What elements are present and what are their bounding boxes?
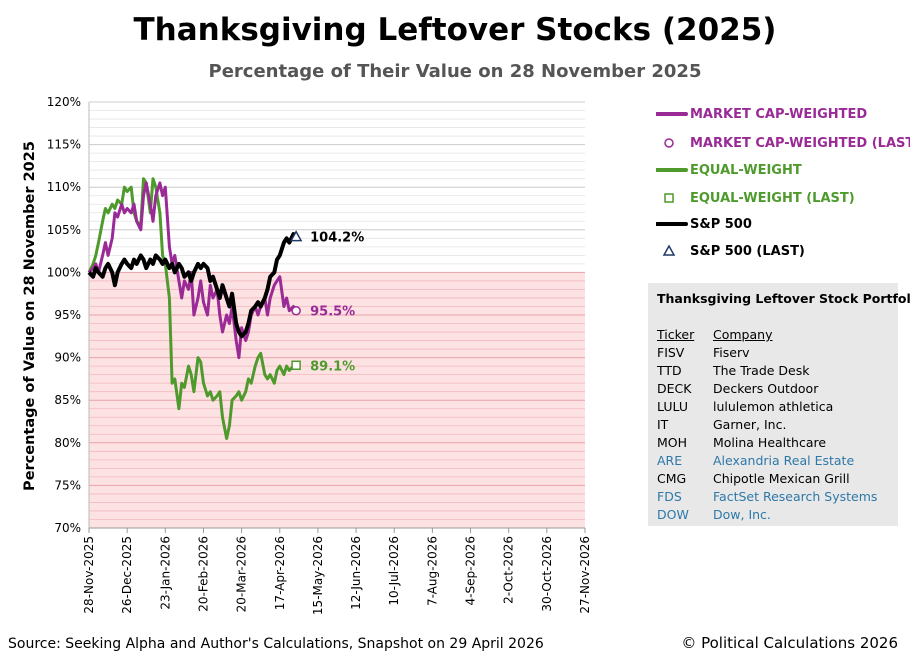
- company-header: Company: [713, 327, 773, 342]
- ticker-cell: MOH: [657, 435, 688, 450]
- ticker-cell: IT: [657, 417, 669, 432]
- y-tick-label: 85%: [54, 393, 81, 407]
- triangle-legend-symbol-icon: [662, 244, 676, 256]
- y-axis-title: Percentage of Value on 28 November 2025: [22, 141, 38, 491]
- legend-item: MARKET CAP-WEIGHTED: [656, 104, 867, 124]
- y-tick-label: 100%: [47, 265, 81, 279]
- company-cell: lululemon athletica: [713, 399, 834, 414]
- ticker-cell: FDS: [657, 489, 682, 504]
- source-note: Source: Seeking Alpha and Author's Calcu…: [8, 636, 544, 652]
- x-tick-label: 4-Sep-2026: [464, 536, 478, 605]
- company-cell: Dow, Inc.: [713, 507, 771, 522]
- chart-title: Thanksgiving Leftover Stocks (2025): [133, 12, 777, 48]
- y-tick-label: 90%: [54, 351, 81, 365]
- portfolio-title: Thanksgiving Leftover Stock Portfolio: [657, 291, 910, 306]
- legend-item: S&P 500: [656, 214, 752, 234]
- legend-item: EQUAL-WEIGHT (LAST): [656, 188, 855, 208]
- x-tick-label: 17-Apr-2026: [273, 536, 287, 610]
- company-cell: Molina Healthcare: [713, 435, 827, 450]
- x-tick-label: 28-Nov-2025: [82, 536, 96, 614]
- legend-item: S&P 500 (LAST): [656, 241, 805, 261]
- legend-label: S&P 500: [690, 216, 752, 232]
- chart-subtitle: Percentage of Their Value on 28 November…: [208, 61, 702, 82]
- y-tick-label: 115%: [47, 138, 81, 152]
- y-tick-label: 70%: [54, 521, 81, 535]
- ticker-cell: TTD: [657, 363, 682, 378]
- legend-label: EQUAL-WEIGHT: [690, 162, 802, 178]
- x-tick-label: 20-Mar-2026: [235, 536, 249, 612]
- legend-label: EQUAL-WEIGHT (LAST): [690, 190, 855, 206]
- last-value-label: 89.1%: [310, 359, 355, 374]
- ticker-cell: DOW: [657, 507, 689, 522]
- company-cell: Deckers Outdoor: [713, 381, 819, 396]
- last-marker-square: [291, 360, 301, 371]
- square-legend-symbol-icon: [664, 193, 674, 203]
- last-marker-circle: [291, 305, 301, 316]
- copyright-note: © Political Calculations 2026: [681, 634, 898, 652]
- ticker-cell: ARE: [657, 453, 683, 468]
- line-legend-symbol-icon: [656, 168, 688, 172]
- y-tick-label: 110%: [47, 180, 81, 194]
- ticker-cell: LULU: [657, 399, 688, 414]
- legend-label: S&P 500 (LAST): [690, 243, 805, 259]
- last-marker-triangle: [289, 230, 303, 242]
- y-tick-label: 80%: [54, 436, 81, 450]
- company-cell: Alexandria Real Estate: [713, 453, 855, 468]
- company-cell: The Trade Desk: [713, 363, 810, 378]
- x-tick-label: 27-Nov-2026: [578, 536, 592, 614]
- x-tick-label: 12-Jun-2026: [349, 536, 363, 610]
- x-tick-label: 2-Oct-2026: [502, 536, 516, 604]
- ticker-cell: DECK: [657, 381, 692, 396]
- series-line-equal-weight: [87, 177, 297, 440]
- last-value-label: 104.2%: [310, 231, 364, 246]
- line-legend-symbol-icon: [656, 222, 688, 226]
- series-line-s-p-500: [87, 232, 298, 339]
- x-tick-label: 20-Feb-2026: [196, 536, 210, 612]
- y-tick-label: 105%: [47, 223, 81, 237]
- x-tick-label: 7-Aug-2026: [425, 536, 439, 606]
- circle-legend-symbol-icon: [664, 138, 674, 148]
- line-legend-symbol-icon: [656, 112, 688, 116]
- x-tick-label: 30-Oct-2026: [540, 536, 554, 612]
- x-tick-label: 15-May-2026: [311, 536, 325, 615]
- y-tick-label: 95%: [54, 308, 81, 322]
- portfolio-table: Thanksgiving Leftover Stock Portfolio Ti…: [648, 283, 910, 526]
- ticker-cell: CMG: [657, 471, 687, 486]
- company-cell: Garner, Inc.: [713, 417, 787, 432]
- company-cell: Chipotle Mexican Grill: [713, 471, 850, 486]
- x-tick-label: 23-Jan-2026: [158, 536, 172, 610]
- x-tick-label: 26-Dec-2025: [120, 536, 134, 614]
- legend-item: EQUAL-WEIGHT: [656, 160, 802, 180]
- x-tick-label: 10-Jul-2026: [387, 536, 401, 606]
- legend-item: MARKET CAP-WEIGHTED (LAST): [656, 133, 910, 153]
- last-value-label: 95.5%: [310, 305, 355, 320]
- legend-label: MARKET CAP-WEIGHTED (LAST): [690, 135, 910, 151]
- ticker-header: Ticker: [657, 327, 695, 342]
- ticker-cell: FISV: [657, 345, 685, 360]
- company-cell: Fiserv: [713, 345, 750, 360]
- legend-label: MARKET CAP-WEIGHTED: [690, 106, 868, 122]
- y-tick-label: 120%: [47, 95, 81, 109]
- y-tick-label: 75%: [54, 478, 81, 492]
- company-cell: FactSet Research Systems: [713, 489, 878, 504]
